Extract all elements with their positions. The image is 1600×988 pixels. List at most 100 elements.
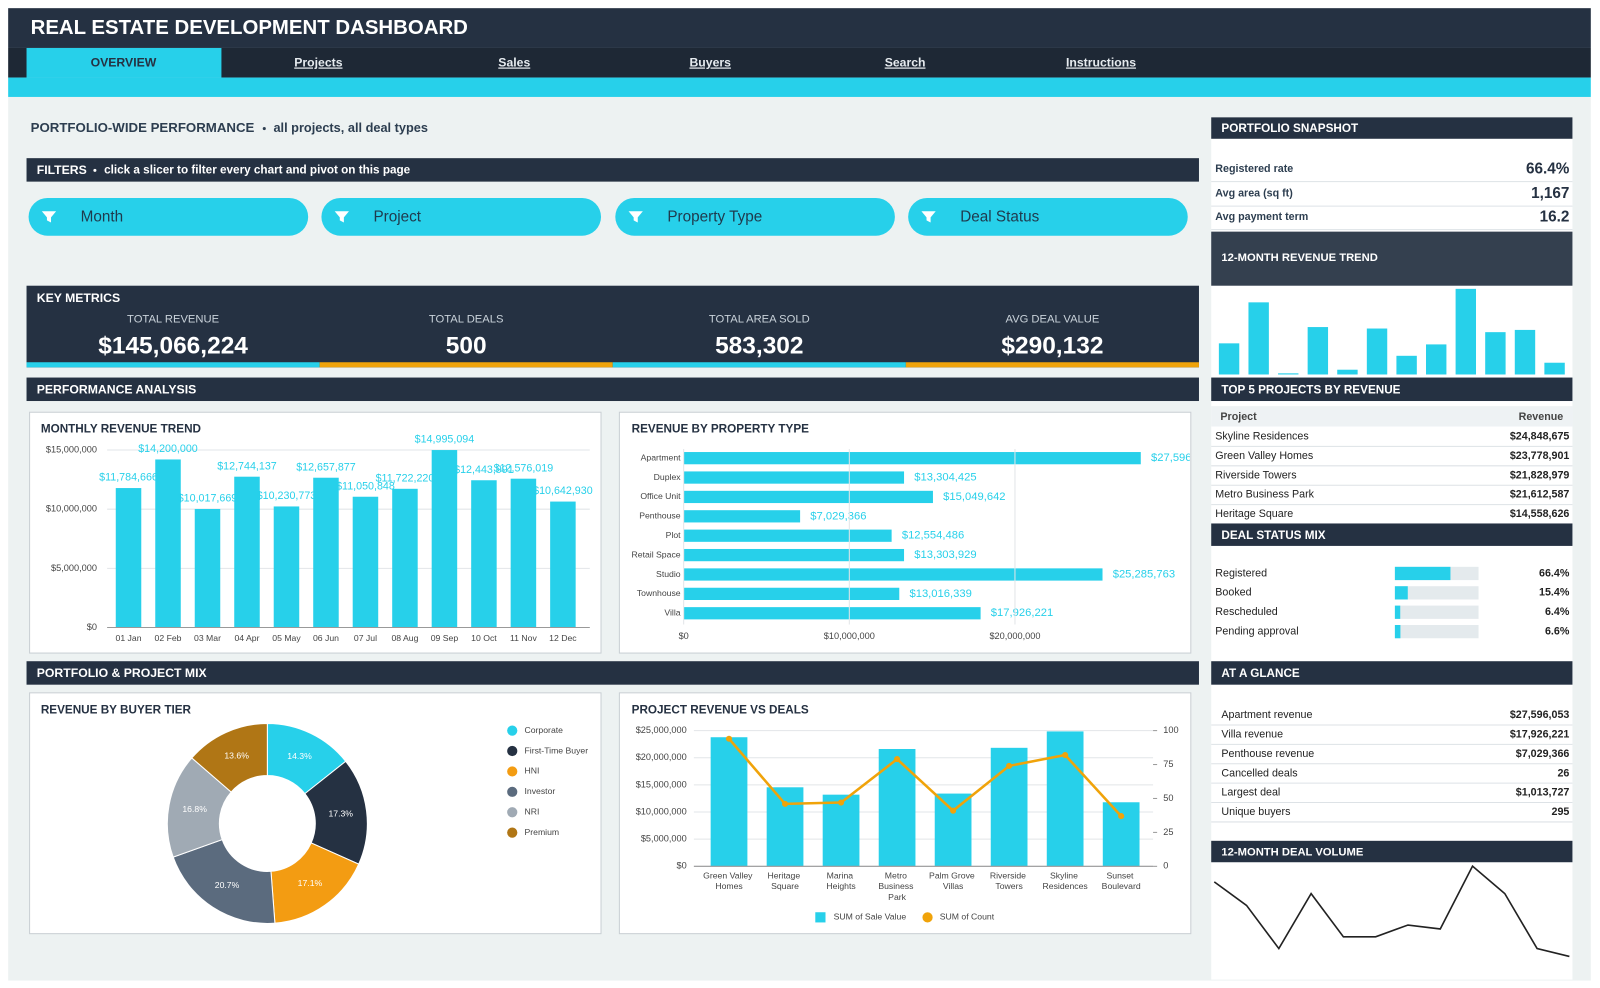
progress-bar <box>1394 605 1401 619</box>
filters-hint: click a slicer to filter every chart and… <box>104 164 411 177</box>
progress-bar <box>1394 566 1451 581</box>
metric-value: 583,302 <box>715 332 803 359</box>
y-tick-label: Office Unit <box>640 491 681 501</box>
y-tick-label: Retail Space <box>632 549 681 559</box>
progress-bar <box>1394 624 1401 639</box>
nav-tab[interactable]: OVERVIEW <box>91 55 157 69</box>
glance-label: Cancelled deals <box>1221 767 1297 779</box>
slicer-label[interactable]: Deal Status <box>960 208 1039 225</box>
nav-tab[interactable]: Sales <box>498 55 530 69</box>
data-label: $11,722,220 <box>376 472 435 484</box>
nav-tab[interactable]: Projects <box>294 55 342 69</box>
portfolio-mix-bar <box>26 661 1199 685</box>
table-cell: $14,558,626 <box>1510 508 1570 520</box>
nav-tab[interactable]: Search <box>885 55 926 69</box>
at-a-glance-bar <box>1211 661 1573 685</box>
nav-tab[interactable]: Instructions <box>1066 55 1136 69</box>
y-tick-label: $0 <box>677 861 687 871</box>
data-label: 17.1% <box>298 878 323 888</box>
data-label: 13.6% <box>224 750 249 760</box>
data-label: 14.3% <box>287 751 312 761</box>
data-label: $12,576,019 <box>494 462 554 474</box>
filters-title: FILTERS <box>37 163 87 177</box>
status-value: 66.4% <box>1539 567 1570 579</box>
status-value: 6.4% <box>1545 606 1570 618</box>
slicer-label[interactable]: Property Type <box>667 208 762 225</box>
bar <box>683 452 1141 465</box>
data-label: $13,016,339 <box>909 588 971 600</box>
glance-value: $17,926,221 <box>1510 729 1570 741</box>
x-tick-label: 08 Aug <box>391 633 418 643</box>
data-label: $10,017,669 <box>178 493 238 505</box>
x-tick-label: 07 Jul <box>354 633 377 643</box>
table-cell: $21,828,979 <box>1510 469 1570 481</box>
x-tick-label: 11 Nov <box>510 633 537 643</box>
metric-label: TOTAL AREA SOLD <box>709 313 810 325</box>
y-tick-label: $0 <box>87 622 97 632</box>
x-tick-label: Sunset Boulevard <box>1102 871 1141 892</box>
glance-label: Penthouse revenue <box>1221 748 1314 760</box>
slicer[interactable] <box>615 197 895 236</box>
at-a-glance-title: AT A GLANCE <box>1221 667 1300 680</box>
slicer[interactable] <box>321 197 602 236</box>
metric-label: AVG DEAL VALUE <box>1005 313 1099 325</box>
glance-label: Apartment revenue <box>1221 709 1312 721</box>
y-tick-label: $10,000,000 <box>636 806 687 816</box>
data-label: 20.7% <box>215 880 240 890</box>
volume-line <box>1213 864 1570 958</box>
x-tick-label: Skyline Residences <box>1043 871 1089 892</box>
y2-tick-label: 0 <box>1163 861 1168 871</box>
bar <box>683 587 900 600</box>
bar <box>822 794 860 867</box>
bar <box>392 488 418 628</box>
key-metrics-title: KEY METRICS <box>37 291 120 305</box>
metric-accent <box>319 362 613 368</box>
slicer-label[interactable]: Month <box>81 208 124 225</box>
page-heading: PORTFOLIO-WIDE PERFORMANCE <box>31 120 255 135</box>
snapshot-label: Avg payment term <box>1215 211 1308 223</box>
status-label: Registered <box>1215 567 1267 579</box>
glance-value: $7,029,366 <box>1516 748 1570 760</box>
x-tick-label: Heritage Square <box>767 871 802 892</box>
table-cell: Green Valley Homes <box>1215 450 1313 462</box>
data-label: $10,230,773 <box>257 490 317 502</box>
x-tick-label: Metro Business Park <box>878 871 916 902</box>
top-projects-bar <box>1211 377 1573 402</box>
metric-accent <box>612 362 906 368</box>
slicer[interactable] <box>28 197 309 236</box>
bar <box>934 793 972 867</box>
y2-tick-label: 75 <box>1163 759 1173 769</box>
bar <box>155 459 181 628</box>
chart-title: MONTHLY REVENUE TREND <box>41 423 201 436</box>
count-point <box>781 800 789 807</box>
slicer-label[interactable]: Project <box>373 208 421 225</box>
tab-bar <box>8 47 1591 78</box>
data-label: $13,304,425 <box>914 472 976 484</box>
bar <box>510 478 537 628</box>
glance-label: Villa revenue <box>1221 729 1283 741</box>
dashboard-title: REAL ESTATE DEVELOPMENT DASHBOARD <box>31 17 468 39</box>
data-label: 17.3% <box>328 808 353 818</box>
snapshot-value: 1,167 <box>1531 185 1569 202</box>
bar <box>273 506 300 628</box>
snapshot-bar <box>1211 117 1573 139</box>
bar <box>1544 362 1565 375</box>
progress-track <box>1394 605 1479 619</box>
legend-swatch <box>507 827 518 838</box>
slicer[interactable] <box>908 197 1188 236</box>
y-tick-label: $10,000,000 <box>46 504 97 514</box>
glance-value: 26 <box>1557 767 1569 779</box>
nav-tab[interactable]: Buyers <box>689 55 731 69</box>
bar <box>313 477 339 628</box>
x-tick-label: 01 Jan <box>116 633 142 643</box>
table-cell: $23,778,901 <box>1510 450 1570 462</box>
x-tick-label: Green Valley Homes <box>703 871 755 892</box>
data-label: $7,029,366 <box>810 510 866 522</box>
performance-title: PERFORMANCE ANALYSIS <box>37 383 197 397</box>
data-label: $12,744,137 <box>217 460 277 472</box>
bar <box>766 787 804 867</box>
chart-title: PROJECT REVENUE VS DEALS <box>632 703 809 716</box>
bar <box>1396 355 1417 375</box>
